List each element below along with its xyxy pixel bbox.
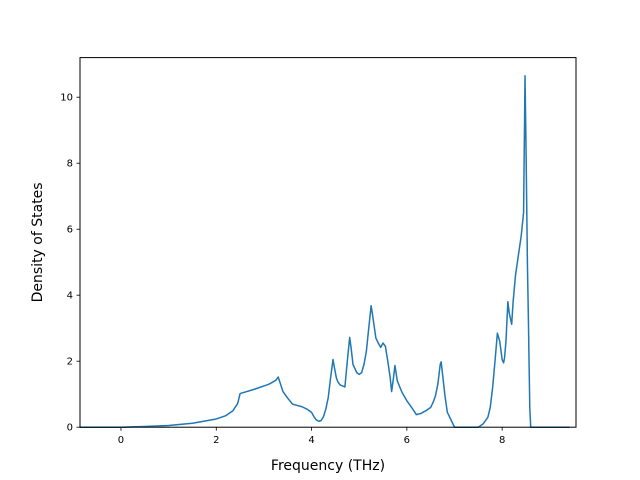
y-tick-label: 8 [67,159,73,170]
y-tick-label: 4 [67,291,73,302]
x-axis-label: Frequency (THz) [271,458,385,474]
x-tick-label: 8 [499,435,505,446]
y-tick-label: 10 [60,93,73,104]
y-tick-label: 2 [67,357,73,368]
y-tick-label: 6 [67,225,73,236]
dos-series-line [79,75,570,428]
x-tick-label: 0 [118,435,124,446]
plot-frame [79,57,577,428]
x-tick-label: 4 [308,435,314,446]
y-tick-label: 0 [67,423,73,434]
x-tick-label: 6 [404,435,410,446]
y-axis-label: Density of States [30,182,46,302]
x-tick-label: 2 [213,435,219,446]
